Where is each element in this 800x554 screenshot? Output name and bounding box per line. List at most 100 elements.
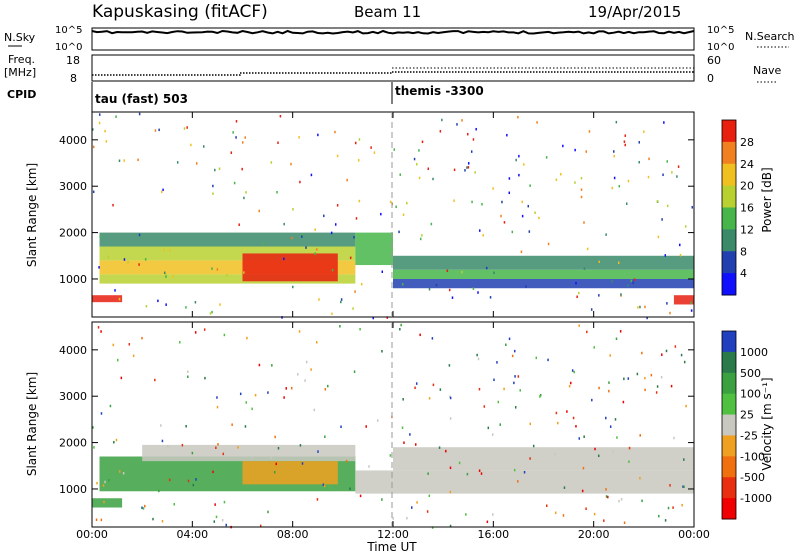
scatter-speck xyxy=(316,498,319,501)
scatter-speck xyxy=(575,425,577,428)
scatter-speck xyxy=(103,500,105,504)
scatter-speck xyxy=(226,274,228,277)
scatter-speck xyxy=(313,408,316,412)
scatter-speck xyxy=(99,235,101,239)
scatter-speck xyxy=(109,404,112,408)
scatter-speck xyxy=(666,302,668,305)
y-tick-label: 3000 xyxy=(59,390,87,403)
scatter-speck xyxy=(578,437,581,440)
nsearch-tick-bottom: 10^0 xyxy=(707,42,734,53)
scatter-speck xyxy=(609,354,611,357)
scatter-speck xyxy=(310,368,312,371)
nsearch-label: N.Search xyxy=(745,30,795,43)
scatter-speck xyxy=(185,424,187,428)
scatter-speck xyxy=(428,287,431,291)
heatmap-region xyxy=(92,295,123,303)
scatter-speck xyxy=(112,203,114,207)
velocity-panel-frame xyxy=(91,321,695,528)
scatter-speck xyxy=(316,248,318,251)
power-heatmap xyxy=(92,112,694,320)
scatter-speck xyxy=(219,303,221,306)
y-tick-label: 4000 xyxy=(59,134,87,147)
scatter-speck xyxy=(609,425,612,428)
scatter-speck xyxy=(165,273,168,277)
scatter-speck xyxy=(556,421,559,425)
scatter-speck xyxy=(370,146,372,149)
scatter-speck xyxy=(453,168,456,172)
scatter-speck xyxy=(466,166,468,169)
scatter-speck xyxy=(586,247,589,251)
scatter-speck xyxy=(262,242,265,245)
scatter-speck xyxy=(650,373,653,377)
scatter-speck xyxy=(646,316,648,320)
scatter-speck xyxy=(636,372,639,376)
scatter-speck xyxy=(292,208,294,211)
scatter-speck xyxy=(421,140,424,144)
scatter-speck xyxy=(187,375,189,379)
scatter-speck xyxy=(461,270,463,274)
scatter-speck xyxy=(301,233,304,237)
scatter-speck xyxy=(427,472,429,475)
scatter-speck xyxy=(270,456,272,459)
nsearch-tick-top: 10^5 xyxy=(707,25,734,36)
scatter-speck xyxy=(389,454,392,457)
heatmap-region xyxy=(393,278,694,289)
scatter-speck xyxy=(166,444,169,448)
scatter-speck xyxy=(100,330,102,333)
colorbar-tick-label: -25 xyxy=(740,429,758,442)
scatter-speck xyxy=(314,252,316,255)
colorbar-swatch xyxy=(722,393,736,416)
scatter-speck xyxy=(465,513,467,516)
scatter-speck xyxy=(194,331,197,334)
colorbar-tick-label: 28 xyxy=(740,136,754,149)
scatter-speck xyxy=(100,412,103,415)
scatter-speck xyxy=(593,346,595,349)
scatter-speck xyxy=(555,411,558,415)
scatter-speck xyxy=(353,370,356,373)
scatter-speck xyxy=(499,423,501,426)
scatter-speck xyxy=(521,214,524,218)
scatter-speck xyxy=(676,175,678,178)
scatter-speck xyxy=(389,200,392,204)
scatter-speck xyxy=(598,260,600,264)
scatter-speck xyxy=(493,271,495,275)
scatter-speck xyxy=(352,307,354,310)
scatter-speck xyxy=(181,443,184,447)
scatter-speck xyxy=(677,165,680,168)
scatter-speck xyxy=(349,256,352,260)
scatter-speck xyxy=(401,283,404,286)
scatter-speck xyxy=(475,127,477,131)
scatter-speck xyxy=(505,343,507,347)
nsky-tick-bottom: 10^0 xyxy=(55,42,82,53)
scatter-speck xyxy=(508,191,511,195)
nsky-label: N.Sky xyxy=(4,31,36,44)
scatter-speck xyxy=(656,385,659,388)
scatter-speck xyxy=(578,291,580,295)
scatter-speck xyxy=(472,138,475,141)
colorbar-frame xyxy=(721,119,737,296)
scatter-speck xyxy=(418,149,420,152)
scatter-speck xyxy=(613,150,615,153)
scatter-speck xyxy=(679,243,681,247)
scatter-speck xyxy=(92,145,95,149)
scatter-speck xyxy=(192,483,195,487)
scatter-speck xyxy=(627,179,630,183)
scatter-speck xyxy=(661,353,663,356)
scatter-speck xyxy=(314,228,316,231)
scatter-speck xyxy=(392,517,394,520)
heatmap-region xyxy=(99,274,356,284)
scatter-speck xyxy=(212,184,214,188)
scatter-speck xyxy=(661,218,663,221)
scatter-speck xyxy=(222,452,225,456)
freq-tick-top: 18 xyxy=(66,54,80,67)
scatter-speck xyxy=(571,369,574,372)
scatter-speck xyxy=(105,140,108,143)
scatter-speck xyxy=(508,177,511,180)
scatter-speck xyxy=(683,360,686,364)
scatter-speck xyxy=(624,134,627,137)
scatter-speck xyxy=(617,261,620,265)
scatter-speck xyxy=(660,375,663,379)
scatter-speck xyxy=(625,202,628,205)
scatter-speck xyxy=(666,160,668,163)
scatter-speck xyxy=(92,128,94,131)
